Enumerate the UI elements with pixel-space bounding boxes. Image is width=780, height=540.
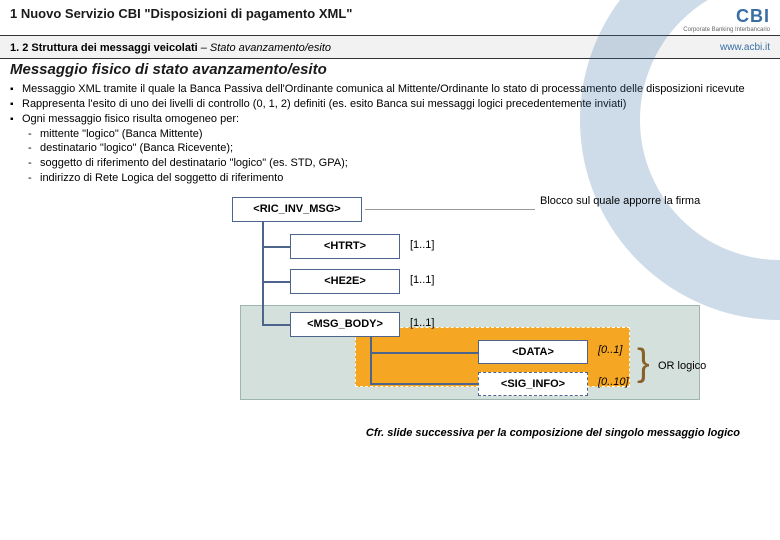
dash-3: soggetto di riferimento del destinatario… <box>40 156 770 171</box>
footer-note: Cfr. slide successiva per la composizion… <box>0 427 780 439</box>
node-data: <DATA> <box>478 340 588 364</box>
xml-structure-diagram: <RIC_INV_MSG> <HTRT> [1..1] <HE2E> [1..1… <box>0 192 780 427</box>
conn-msgbody <box>262 324 290 326</box>
header: 1 Nuovo Servizio CBI "Disposizioni di pa… <box>0 0 780 35</box>
conn-body-vert <box>370 337 372 385</box>
bullet-3: Ogni messaggio fisico risulta omogeneo p… <box>22 112 770 127</box>
conn-root-vert <box>262 222 264 326</box>
node-htrt: <HTRT> <box>290 234 400 259</box>
bullet-1: Messaggio XML tramite il quale la Banca … <box>22 82 770 97</box>
mult-siginfo: [0..10] <box>598 376 629 388</box>
node-sig-info: <SIG_INFO> <box>478 372 588 396</box>
section-heading: Messaggio fisico di stato avanzamento/es… <box>0 59 780 80</box>
or-brace: } <box>637 344 650 382</box>
bullet-2: Rappresenta l'esito di uno dei livelli d… <box>22 97 770 112</box>
node-ric-inv-msg: <RIC_INV_MSG> <box>232 197 362 222</box>
chapter-title: 1 Nuovo Servizio CBI "Disposizioni di pa… <box>10 6 352 21</box>
conn-data <box>370 352 478 354</box>
node-msg-body: <MSG_BODY> <box>290 312 400 337</box>
cbi-logo: CBI Corporate Banking Interbancario <box>683 6 770 33</box>
conn-htrt <box>262 246 290 248</box>
dash-4: indirizzo di Rete Logica del soggetto di… <box>40 171 770 186</box>
mult-htrt: [1..1] <box>410 239 434 251</box>
or-label: OR logico <box>658 360 706 372</box>
logo-text: CBI <box>683 6 770 27</box>
mult-he2e: [1..1] <box>410 274 434 286</box>
subtitle-bold: 1. 2 Struttura dei messaggi veicolati <box>10 42 198 54</box>
callout-line <box>365 209 535 210</box>
subtitle-suffix: – Stato avanzamento/esito <box>198 42 331 54</box>
node-he2e: <HE2E> <box>290 269 400 294</box>
body-content: Messaggio XML tramite il quale la Banca … <box>0 80 780 186</box>
dash-2: destinatario "logico" (Banca Ricevente); <box>40 141 770 156</box>
subtitle-bar: 1. 2 Struttura dei messaggi veicolati – … <box>0 35 780 59</box>
logo-tagline: Corporate Banking Interbancario <box>683 27 770 33</box>
conn-siginfo <box>370 383 478 385</box>
mult-data: [0..1] <box>598 344 622 356</box>
signature-note: Blocco sul quale apporre la firma <box>540 195 720 207</box>
conn-he2e <box>262 281 290 283</box>
mult-msgbody: [1..1] <box>410 317 434 329</box>
dash-1: mittente "logico" (Banca Mittente) <box>40 127 770 142</box>
header-url: www.acbi.it <box>720 42 770 53</box>
